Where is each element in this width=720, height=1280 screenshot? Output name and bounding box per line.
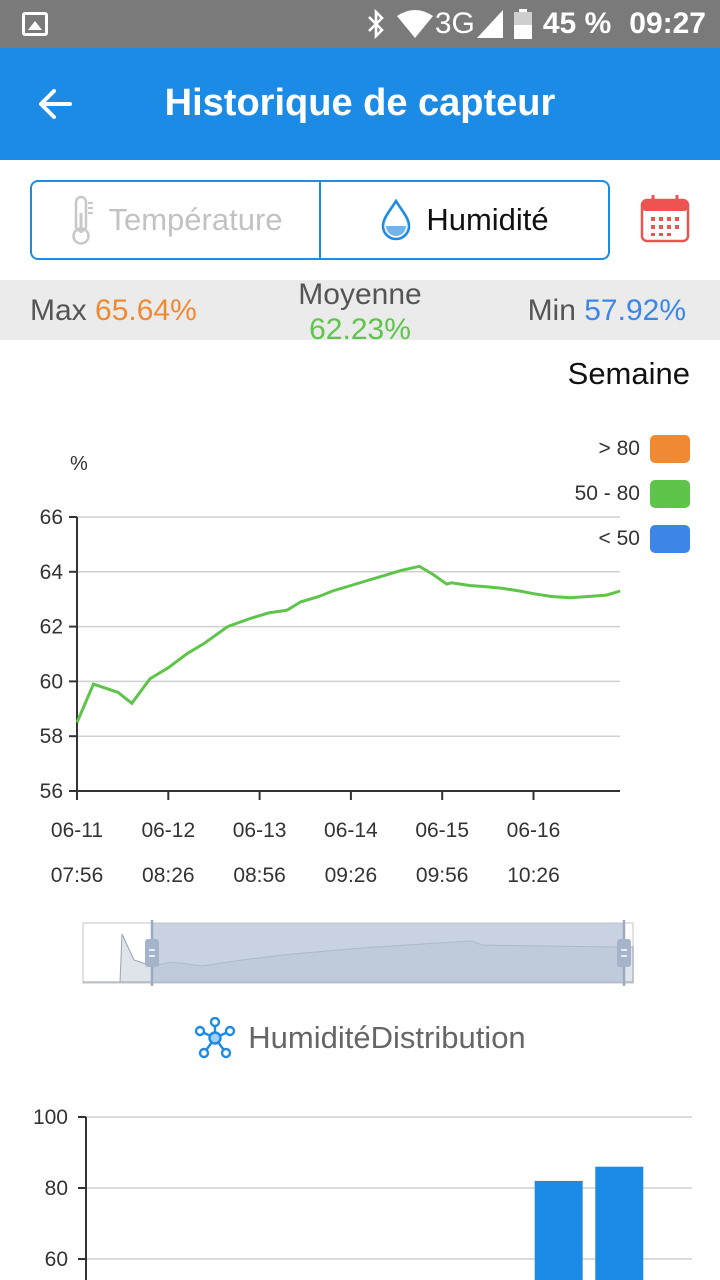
legend-swatch (650, 525, 690, 553)
x-tick-time: 08:56 (233, 864, 286, 887)
distribution-bar (595, 1166, 644, 1280)
min-label: Min (527, 294, 576, 327)
page-title: Historique de capteur (164, 82, 556, 124)
x-tick-time: 10:26 (507, 864, 560, 887)
thermometer-icon (72, 195, 94, 245)
water-drop-icon (382, 199, 411, 241)
distribution-title-label: HumiditéDistribution (248, 1020, 526, 1055)
legend-swatch (650, 480, 690, 508)
clock: 09:27 (629, 7, 706, 40)
wifi-icon (396, 10, 433, 38)
max-value: 65.64% (95, 294, 197, 327)
signal-icon (476, 10, 503, 38)
y-tick-label: 66 (40, 506, 63, 529)
humidity-line-chart: 56 58 60 62 64 66 06-11 07:56 06-12 08:26 06-13 08… (40, 435, 690, 887)
legend-label: > 80 (599, 437, 640, 460)
y-tick-label: 60 (45, 1248, 68, 1271)
max-label: Max (30, 294, 87, 327)
distribution-title: HumiditéDistribution (0, 1017, 720, 1059)
y-tick-label: 100 (33, 1106, 68, 1129)
x-tick-date: 06-16 (507, 819, 561, 842)
calendar-icon[interactable] (640, 193, 690, 243)
x-tick-time: 09:26 (325, 864, 378, 887)
humidity-distribution-bar-chart: 60 80 100 (33, 1106, 692, 1280)
sensor-type-tabs: Température Humidité (30, 180, 610, 260)
x-tick-time: 09:56 (416, 864, 469, 887)
average-value: 62.23% (309, 313, 411, 341)
legend-label: < 50 (599, 527, 640, 550)
y-tick-label: 62 (40, 616, 63, 639)
x-tick-date: 06-15 (415, 819, 469, 842)
x-tick-date: 06-12 (141, 819, 195, 842)
status-icons: 3G 45 % 09:27 (365, 0, 706, 48)
status-bar: 3G 45 % 09:27 (0, 0, 720, 48)
y-tick-label: 80 (45, 1177, 68, 1200)
battery-icon (513, 9, 532, 39)
zoom-preview (82, 920, 634, 986)
distribution-bar (534, 1180, 583, 1280)
min-stat: Min 57.92% (528, 294, 686, 328)
tab-humidity[interactable]: Humidité (319, 182, 608, 258)
data-zoom-slider[interactable] (82, 920, 634, 986)
zoom-right-handle[interactable] (616, 938, 632, 968)
distribution-hub-icon (195, 1017, 236, 1059)
y-tick-label: 60 (40, 670, 63, 693)
battery-level: 45 % (542, 7, 612, 40)
x-tick-date: 06-14 (324, 819, 378, 842)
zoom-left-handle[interactable] (144, 938, 160, 968)
tab-temperature[interactable]: Température (32, 182, 319, 258)
legend-swatch (650, 435, 690, 463)
gallery-notification-icon (22, 12, 48, 36)
legend-label: 50 - 80 (575, 482, 640, 505)
network-type: 3G (434, 7, 475, 40)
average-label: Moyenne (298, 280, 422, 311)
y-tick-label: 56 (40, 780, 63, 803)
x-tick-date: 06-13 (233, 819, 287, 842)
app-bar: Historique de capteur (0, 48, 720, 160)
period-selector[interactable]: Semaine (567, 356, 690, 391)
min-value: 57.92% (584, 294, 686, 327)
y-axis-label: % (70, 453, 88, 475)
stats-bar: Max 65.64% Moyenne 62.23% Min 57.92% (0, 280, 720, 340)
average-stat: Moyenne 62.23% (0, 280, 720, 340)
y-tick-label: 64 (40, 561, 64, 584)
x-tick-time: 08:26 (142, 864, 195, 887)
tab-temperature-label: Température (108, 202, 283, 237)
back-arrow-icon[interactable] (36, 84, 76, 124)
y-tick-label: 58 (40, 725, 63, 748)
x-tick-time: 07:56 (51, 864, 104, 887)
x-tick-date: 06-11 (51, 819, 103, 842)
humidity-series-line (75, 564, 621, 724)
bluetooth-icon (367, 9, 384, 39)
max-stat: Max 65.64% (30, 294, 197, 328)
tab-humidity-label: Humidité (426, 202, 549, 237)
